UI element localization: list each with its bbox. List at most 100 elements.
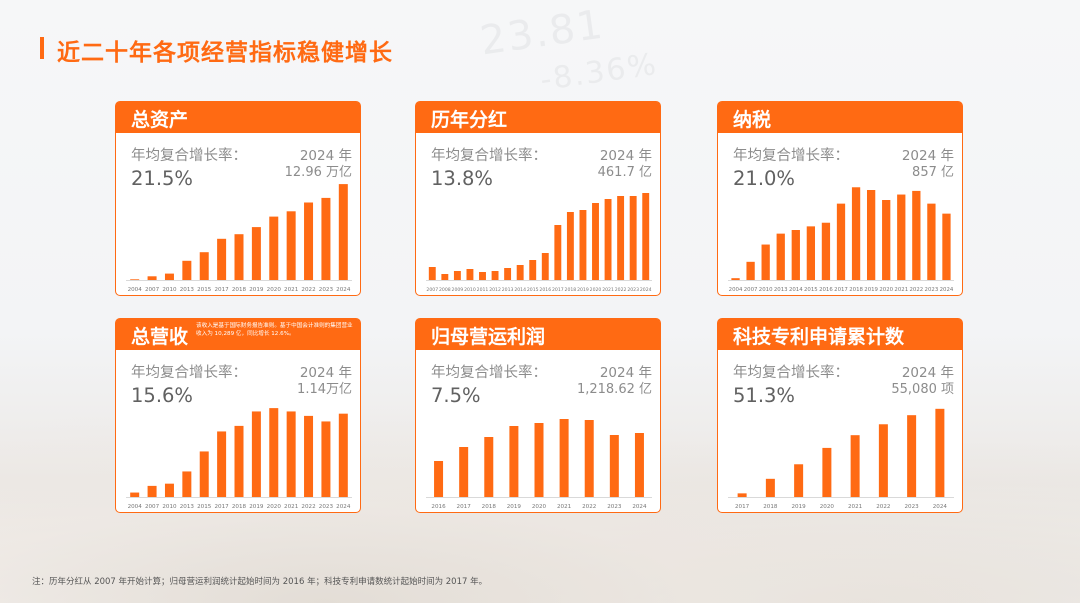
cagr-label: 年均复合增长率： (733, 148, 849, 164)
bar-2023 (907, 415, 917, 497)
bar-2018 (484, 437, 494, 497)
bar-2014 (791, 230, 800, 280)
bar-2004 (130, 279, 140, 280)
tick-label-2023: 2023 (319, 504, 334, 510)
bar-2024 (338, 413, 348, 497)
tick-label-2020: 2020 (532, 504, 547, 510)
year-label: 2024 年 (901, 148, 954, 164)
bar-2018 (765, 478, 775, 497)
bar-2008 (441, 274, 449, 280)
tick-label-2013: 2013 (774, 287, 788, 293)
tick-label-2010: 2010 (464, 287, 476, 293)
bar-chart: 2004 2007 2010 2013 2015 2017 2018 2019 2020 2021… (126, 184, 352, 293)
bar-2022 (912, 190, 921, 280)
card-title: 归母营运利润 (431, 326, 546, 348)
tick-label-2023: 2023 (319, 287, 334, 293)
tick-label-2018: 2018 (232, 287, 247, 293)
tick-label-2024: 2024 (940, 287, 954, 293)
bar-2018 (566, 212, 574, 280)
year-value: 461.7 亿 (597, 165, 652, 180)
tick-label-2021: 2021 (602, 287, 614, 293)
bar-2004 (130, 492, 140, 497)
tick-label-2021: 2021 (894, 287, 908, 293)
bar-2010 (466, 269, 474, 280)
card-title: 总营收 (131, 326, 189, 348)
tick-label-2022: 2022 (582, 504, 596, 510)
tick-label-2013: 2013 (180, 287, 195, 293)
bar-2007 (428, 267, 436, 280)
tick-label-2020: 2020 (267, 504, 282, 510)
bar-2016 (821, 222, 831, 280)
tick-label-2010: 2010 (162, 504, 177, 510)
cagr-value: 21.0% (733, 167, 795, 190)
bar-chart: 2004 2007 2010 2013 2015 2017 2018 2019 2020 2021… (126, 408, 352, 510)
year-label: 2024 年 (599, 365, 652, 381)
tick-label-2017: 2017 (214, 287, 229, 293)
cagr-label: 年均复合增长率： (431, 148, 547, 164)
tick-label-2011: 2011 (477, 287, 489, 293)
bar-2016 (434, 461, 444, 497)
bar-2015 (529, 260, 537, 280)
bar-2020 (269, 216, 279, 280)
bar-2007 (147, 485, 157, 497)
card-header: 总资产 (116, 102, 360, 133)
bar-2023 (629, 196, 637, 280)
bar-2022 (304, 415, 314, 497)
background-ghost-text: -8.36% (538, 46, 661, 99)
cagr-value: 15.6% (131, 384, 193, 407)
year-label: 2024 年 (599, 148, 652, 164)
tick-label-2004: 2004 (128, 504, 143, 510)
bar-2009 (453, 271, 461, 280)
year-label: 2024 年 (901, 365, 954, 381)
card-title: 历年分红 (431, 109, 508, 131)
bar-2022 (878, 424, 888, 497)
tick-label-2021: 2021 (284, 504, 299, 510)
bar-2022 (304, 202, 314, 280)
metric-card-tax: 纳税 年均复合增长率： 21.0% 2024 年 857 亿 2004 2007 2010 20… (717, 101, 963, 296)
bar-2019 (251, 227, 261, 280)
cagr-value: 21.5% (131, 167, 193, 190)
bar-2018 (234, 425, 244, 497)
card-header: 总营收 该收入是基于国际财务报告准则。基于中国会计准则的集团营业收入为 10,28… (116, 319, 360, 350)
tick-label-2024: 2024 (632, 504, 647, 510)
card-title: 总资产 (131, 109, 189, 131)
tick-label-2019: 2019 (864, 287, 878, 293)
year-label: 2024 年 (299, 148, 352, 164)
card-note: 该收入是基于国际财务报告准则。基于中国会计准则的集团营业收入为 10,289 亿… (196, 323, 353, 337)
tick-label-2010: 2010 (162, 287, 177, 293)
bar-2024 (634, 433, 644, 497)
bar-2013 (182, 260, 192, 280)
tick-label-2018: 2018 (482, 504, 497, 510)
metric-card-dividends: 历年分红 年均复合增长率： 13.8% 2024 年 461.7 亿 2007 2008 20… (415, 101, 661, 296)
bar-2023 (321, 197, 331, 280)
cagr-label: 年均复合增长率： (431, 365, 547, 381)
bar-2011 (479, 272, 486, 280)
tick-label-2022: 2022 (301, 504, 315, 510)
tick-label-2015: 2015 (197, 504, 212, 510)
tick-label-2020: 2020 (879, 287, 893, 293)
bar-chart: 2004 2007 2010 2013 2014 2015 2016 2017 2018 2019… (728, 187, 954, 293)
bar-2021 (897, 194, 906, 280)
bar-2020 (822, 447, 832, 497)
metric-card-operating-profit: 归母营运利润 年均复合增长率： 7.5% 2024 年 1,218.62 亿 2016 20… (415, 318, 661, 513)
bar-2017 (459, 447, 469, 497)
tick-label-2020: 2020 (267, 287, 282, 293)
bar-2013 (504, 268, 512, 280)
year-value: 1,218.62 亿 (576, 382, 652, 397)
tick-label-2004: 2004 (729, 287, 743, 293)
tick-label-2004: 2004 (128, 287, 143, 293)
bar-chart: 2016 2017 2018 2019 2020 2021 2022 2023 2024 (426, 419, 652, 510)
bar-2016 (541, 253, 549, 280)
tick-label-2015: 2015 (804, 287, 818, 293)
bar-2018 (234, 234, 244, 280)
bar-2017 (217, 431, 227, 497)
tick-label-2007: 2007 (145, 504, 160, 510)
year-value: 55,080 项 (891, 382, 954, 397)
bar-2021 (286, 411, 296, 497)
tick-label-2007: 2007 (744, 287, 758, 293)
card-header: 纳税 (718, 102, 962, 133)
bar-2020 (592, 203, 599, 280)
bar-2019 (579, 210, 587, 280)
bar-2021 (559, 419, 569, 497)
tick-label-2010: 2010 (759, 287, 773, 293)
